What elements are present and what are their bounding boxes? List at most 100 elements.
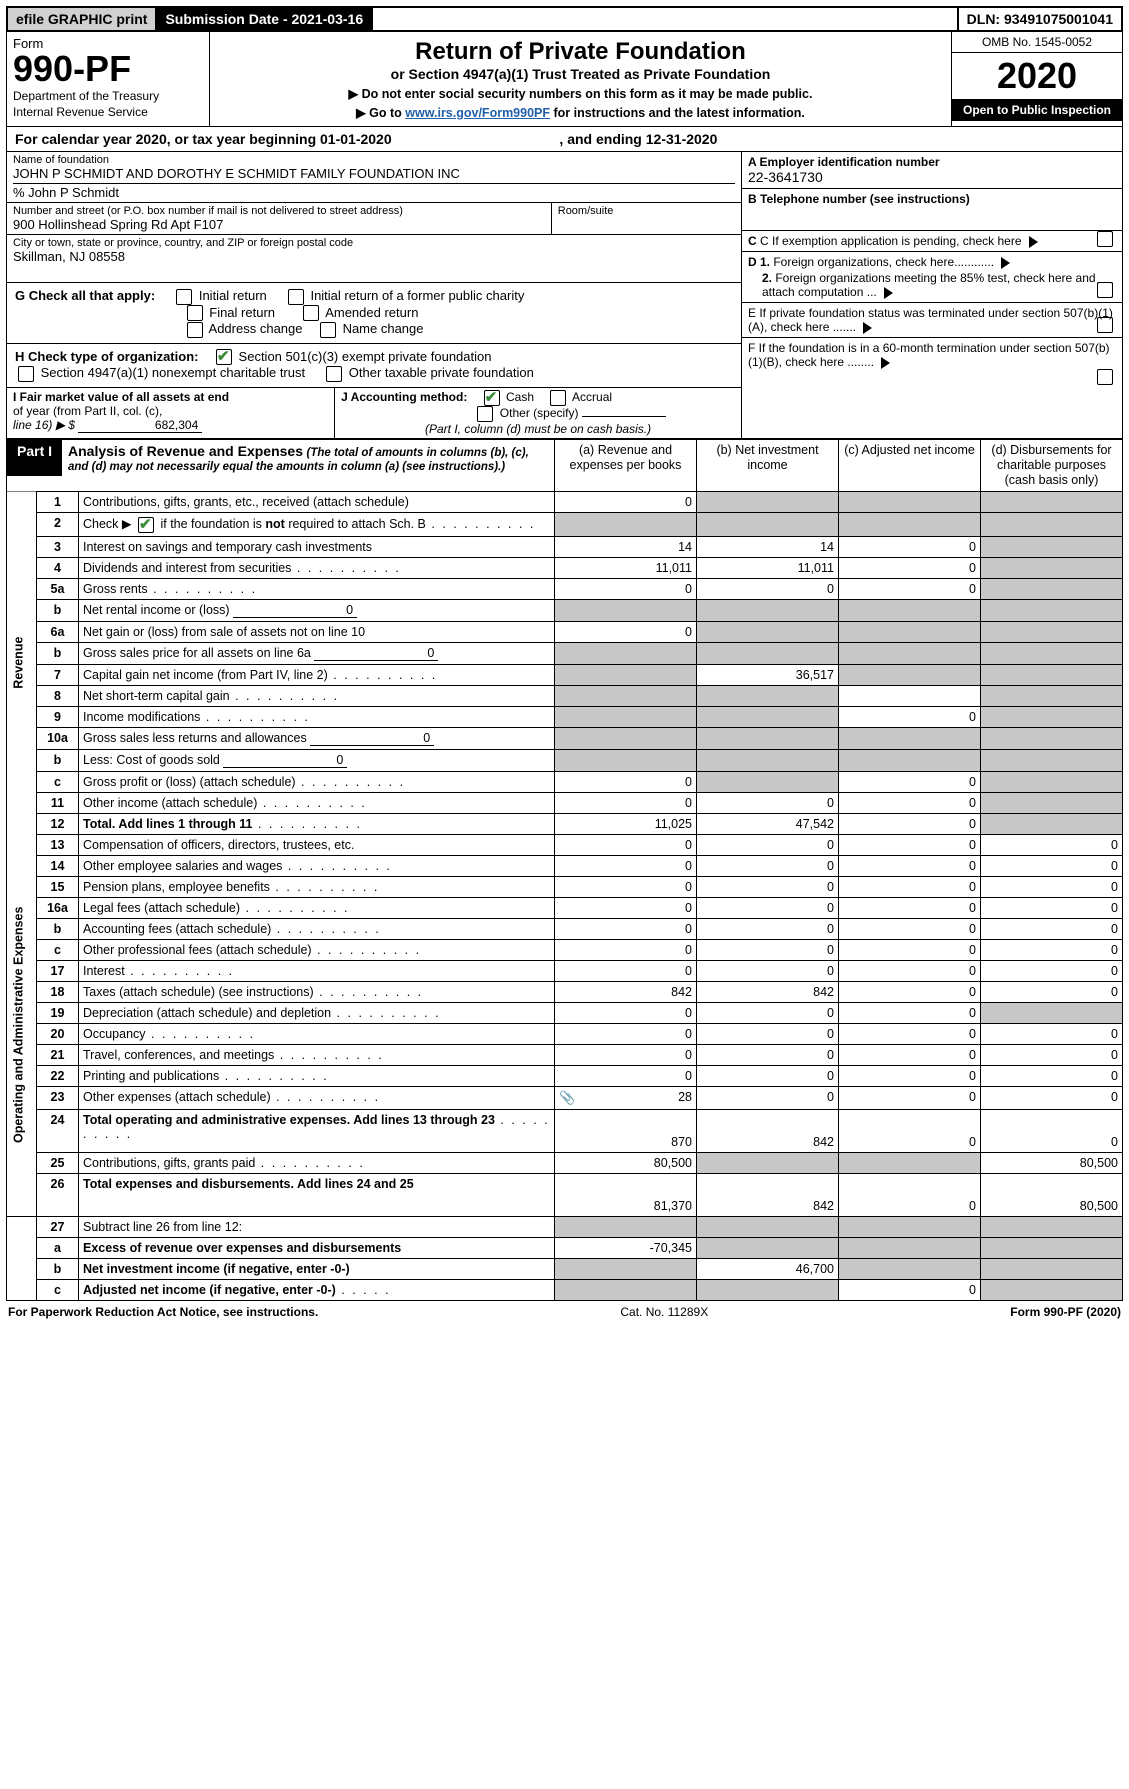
value-col-a (555, 599, 697, 621)
value-col-a: 0 (555, 1002, 697, 1023)
cb-other-taxable[interactable] (326, 366, 342, 382)
value-col-a (555, 664, 697, 685)
value-col-c (839, 664, 981, 685)
arrow-icon (1001, 257, 1010, 269)
cb-initial-return[interactable] (176, 289, 192, 305)
cb-accrual[interactable] (550, 390, 566, 406)
value-col-c (839, 621, 981, 642)
value-col-b: 0 (697, 876, 839, 897)
line-number: 21 (37, 1044, 79, 1065)
cb-address-change[interactable] (187, 322, 203, 338)
line-number: 6a (37, 621, 79, 642)
value-col-c: 0 (839, 1086, 981, 1109)
value-col-b: 0 (697, 1002, 839, 1023)
cb-initial-former[interactable] (288, 289, 304, 305)
line-description: Net short-term capital gain (79, 685, 555, 706)
g-label: G Check all that apply: (15, 288, 155, 303)
cb-name-change[interactable] (320, 322, 336, 338)
line-description: Gross sales price for all assets on line… (79, 642, 555, 664)
value-col-b (697, 491, 839, 512)
line-number: b (37, 642, 79, 664)
value-col-a: 0 (555, 792, 697, 813)
line-description: Other professional fees (attach schedule… (79, 939, 555, 960)
line-number: 26 (37, 1173, 79, 1216)
a-ein-label: A Employer identification number (748, 155, 940, 169)
value-col-b (697, 749, 839, 771)
header-bar: efile GRAPHIC print Submission Date - 20… (6, 6, 1123, 32)
value-col-a: 0 (555, 1065, 697, 1086)
note2-post: for instructions and the latest informat… (550, 106, 805, 120)
value-col-a: 0 (555, 1023, 697, 1044)
expenses-side-label: Operating and Administrative Expenses (7, 834, 37, 1216)
line-number: 4 (37, 557, 79, 578)
h-opt-3: Other taxable private foundation (349, 365, 534, 380)
line-description: Total expenses and disbursements. Add li… (79, 1173, 555, 1216)
value-col-c (839, 1152, 981, 1173)
attachment-icon[interactable]: 📎 (559, 1090, 575, 1106)
cb-4947a1[interactable] (18, 366, 34, 382)
cb-amended-return[interactable] (303, 305, 319, 321)
value-col-c: 0 (839, 1109, 981, 1152)
cb-501c3[interactable] (216, 349, 232, 365)
calendar-year-row: For calendar year 2020, or tax year begi… (6, 127, 1123, 152)
value-col-d: 0 (981, 1023, 1123, 1044)
value-col-b: 0 (697, 834, 839, 855)
value-col-a: 80,500 (555, 1152, 697, 1173)
cb-other-method[interactable] (477, 406, 493, 422)
value-col-a (555, 642, 697, 664)
value-col-c (839, 599, 981, 621)
addr-label: Number and street (or P.O. box number if… (13, 205, 545, 217)
line-description: Net rental income or (loss) 0 (79, 599, 555, 621)
value-col-d (981, 536, 1123, 557)
cb-sch-b[interactable] (138, 517, 154, 533)
value-col-c: 0 (839, 771, 981, 792)
cb-f[interactable] (1097, 369, 1113, 385)
cb-d2[interactable] (1097, 282, 1113, 298)
irs-link[interactable]: www.irs.gov/Form990PF (405, 106, 550, 120)
c-label: C If exemption application is pending, c… (760, 234, 1022, 248)
line-description: Contributions, gifts, grants paid (79, 1152, 555, 1173)
value-col-a: 0 (555, 855, 697, 876)
g-opt-1: Initial return of a former public charit… (310, 288, 524, 303)
value-col-a: 📎28 (555, 1086, 697, 1109)
value-col-b (697, 706, 839, 727)
fmv-value: 682,304 (78, 418, 202, 433)
value-col-d: 0 (981, 960, 1123, 981)
value-col-d: 0 (981, 1086, 1123, 1109)
value-col-b: 0 (697, 1023, 839, 1044)
cb-e[interactable] (1097, 317, 1113, 333)
value-col-d: 0 (981, 939, 1123, 960)
line-number: 18 (37, 981, 79, 1002)
line-description: Dividends and interest from securities (79, 557, 555, 578)
value-col-d (981, 557, 1123, 578)
part1-table: Part I Analysis of Revenue and Expenses … (6, 439, 1123, 1301)
line-description: Less: Cost of goods sold 0 (79, 749, 555, 771)
value-col-b (697, 1152, 839, 1173)
value-col-b: 0 (697, 1065, 839, 1086)
value-col-a (555, 512, 697, 536)
street-address: 900 Hollinshead Spring Rd Apt F107 (13, 217, 545, 232)
line-number: 11 (37, 792, 79, 813)
line-number: 10a (37, 727, 79, 749)
value-col-c: 0 (839, 834, 981, 855)
section-g: G Check all that apply: Initial return I… (7, 283, 741, 344)
value-col-d (981, 813, 1123, 834)
value-col-d (981, 599, 1123, 621)
line-number: c (37, 771, 79, 792)
line-number: 13 (37, 834, 79, 855)
cb-final-return[interactable] (187, 305, 203, 321)
value-col-a: 14 (555, 536, 697, 557)
h-opt-1: Section 501(c)(3) exempt private foundat… (239, 349, 492, 364)
cb-cash[interactable] (484, 390, 500, 406)
value-col-d (981, 727, 1123, 749)
cb-c-pending[interactable] (1097, 231, 1113, 247)
line-description: Travel, conferences, and meetings (79, 1044, 555, 1065)
line-description: Other employee salaries and wages (79, 855, 555, 876)
value-col-c (839, 685, 981, 706)
value-col-d: 0 (981, 855, 1123, 876)
value-col-d: 0 (981, 1109, 1123, 1152)
line-description: Interest on savings and temporary cash i… (79, 536, 555, 557)
j-cash: Cash (506, 390, 534, 404)
value-col-a: 842 (555, 981, 697, 1002)
value-col-d (981, 771, 1123, 792)
